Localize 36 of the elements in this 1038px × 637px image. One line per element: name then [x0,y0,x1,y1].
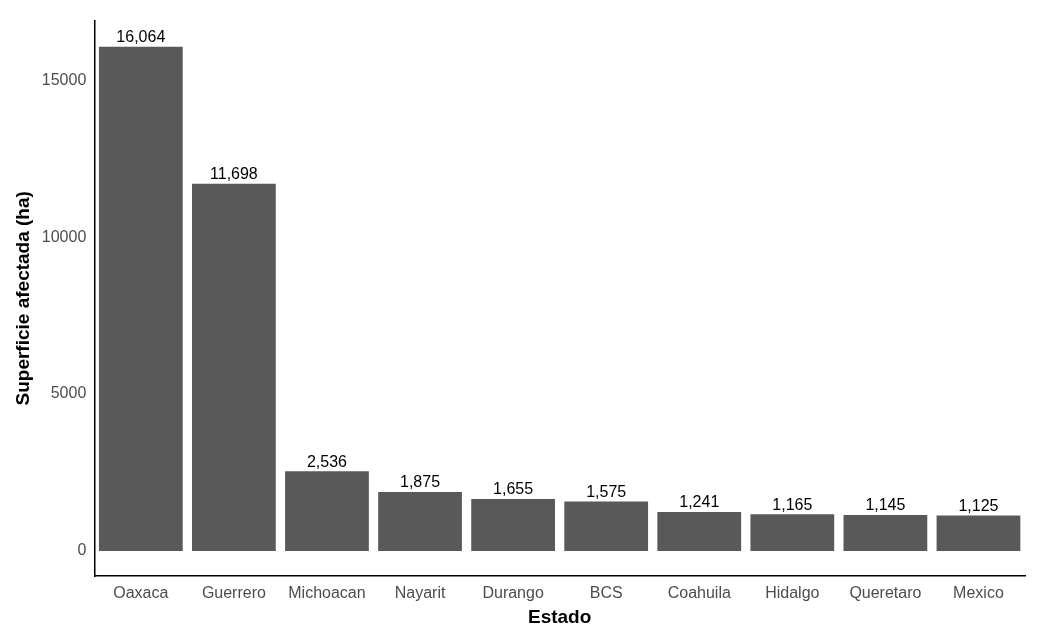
data-label: 1,655 [493,480,534,498]
bar [843,514,928,551]
data-label: 2,536 [306,452,348,470]
data-label: 1,165 [772,495,813,513]
data-label: 1,145 [865,496,906,514]
data-label: 11,698 [210,165,258,183]
x-tick-label: Guerrero [201,584,267,602]
data-label: 1,575 [586,482,627,500]
y-tick-label: 0 [77,541,87,559]
y-tick-label: 5000 [50,384,87,402]
data-label: 1,125 [958,497,999,514]
x-tick-label: Michoacan [288,584,366,602]
x-tick-label: Oaxaca [113,584,169,602]
data-label: 16,064 [116,28,166,46]
x-axis-title: Estado [527,605,592,627]
x-tick-label: Mexico [953,584,1004,602]
x-tick-label: BCS [589,584,623,602]
x-tick-label: Queretaro [849,584,922,602]
y-axis-title: Superficie afectada (ha) [11,191,33,406]
bar [192,183,276,551]
bar [98,46,183,551]
data-label: 1,875 [400,473,441,491]
data-label: 1,241 [679,493,720,511]
y-tick-label: 10000 [41,227,87,245]
bar [285,471,369,551]
x-tick-label: Durango [482,584,544,602]
bar [936,515,1021,551]
bar [471,498,555,551]
bar [378,492,462,551]
y-tick-label: 15000 [41,70,87,88]
bar [657,511,742,551]
x-tick-label: Coahuila [667,584,731,602]
x-tick-label: Nayarit [394,584,446,602]
x-tick-label: Hidalgo [765,584,820,602]
bar [750,514,835,551]
bar [564,501,649,551]
